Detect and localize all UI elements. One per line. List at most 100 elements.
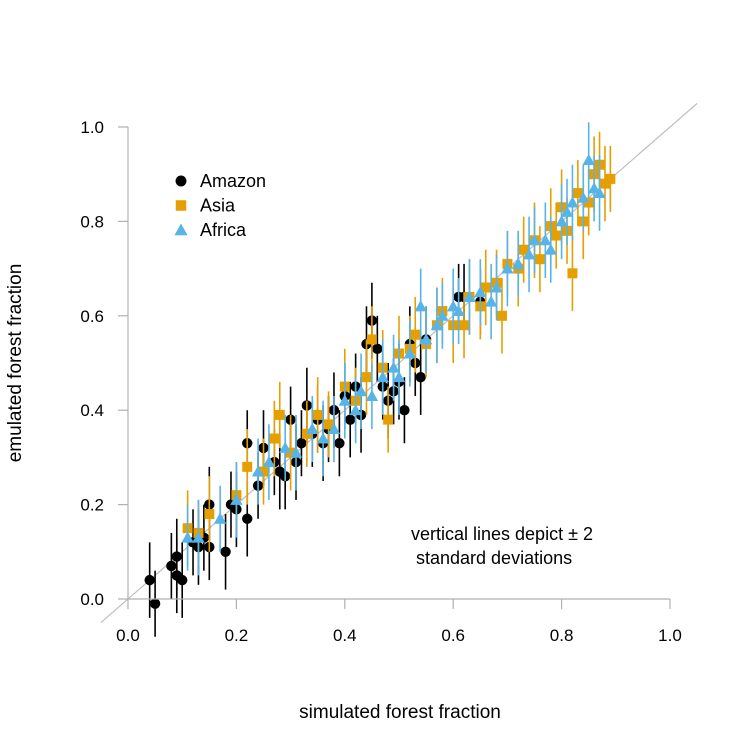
point-africa — [577, 191, 590, 203]
point-asia — [534, 254, 545, 265]
point-asia — [258, 466, 269, 477]
legend-marker-amazon — [175, 175, 187, 187]
point-africa — [181, 531, 194, 543]
point-amazon — [220, 546, 231, 557]
y-tick-label: 0.8 — [80, 212, 104, 231]
point-asia — [518, 244, 529, 255]
x-tick-label: 0.2 — [225, 626, 249, 645]
point-africa — [555, 215, 568, 227]
point-amazon — [177, 574, 188, 586]
point-asia — [274, 409, 285, 420]
point-asia — [361, 372, 372, 383]
legend-marker-asia — [175, 200, 187, 211]
point-amazon — [372, 343, 383, 355]
point-asia — [366, 334, 377, 345]
point-africa — [414, 300, 427, 312]
legend-label-amazon: Amazon — [200, 171, 266, 191]
point-africa — [430, 319, 444, 331]
x-tick-label: 0.0 — [116, 626, 140, 645]
y-tick-label: 0.4 — [80, 401, 104, 420]
point-africa — [522, 248, 536, 260]
y-axis-ticks: 0.0 0.2 0.4 0.6 0.8 1.0 — [80, 118, 128, 609]
point-africa — [484, 295, 498, 307]
point-africa — [501, 262, 514, 274]
point-amazon — [171, 551, 182, 562]
point-asia — [480, 282, 491, 293]
point-africa — [587, 182, 601, 194]
point-africa — [403, 347, 417, 359]
data-points — [144, 122, 616, 637]
point-asia — [204, 509, 215, 520]
y-axis-title: emulated forest fraction — [5, 264, 26, 463]
point-africa — [213, 512, 227, 524]
point-africa — [262, 455, 276, 468]
point-asia — [312, 409, 323, 420]
point-africa — [354, 385, 368, 397]
legend-label-asia: Asia — [200, 196, 236, 216]
point-africa — [452, 304, 465, 317]
point-asia — [383, 414, 394, 425]
point-africa — [490, 281, 503, 293]
point-asia — [269, 433, 280, 444]
point-asia — [551, 230, 562, 241]
point-africa — [289, 446, 303, 458]
legend-label-africa: Africa — [200, 220, 247, 240]
point-africa — [230, 493, 243, 505]
point-africa — [316, 432, 330, 444]
point-amazon — [415, 371, 426, 383]
x-tick-label: 0.8 — [550, 626, 574, 645]
annotation-line-1: vertical lines depict ± 2 — [411, 524, 593, 544]
point-africa — [463, 290, 476, 302]
y-tick-label: 1.0 — [80, 118, 104, 137]
y-tick-label: 0.6 — [80, 307, 104, 326]
point-africa — [447, 300, 460, 312]
point-asia — [323, 419, 334, 430]
point-amazon — [334, 438, 345, 449]
point-africa — [327, 422, 341, 435]
point-africa — [539, 234, 552, 246]
legend: Amazon Asia Africa — [174, 171, 266, 240]
point-amazon — [296, 438, 307, 449]
legend-item-asia: Asia — [175, 196, 236, 216]
point-amazon — [399, 405, 410, 416]
x-axis-title: simulated forest fraction — [299, 702, 501, 723]
point-africa — [376, 370, 389, 383]
legend-item-amazon: Amazon — [175, 171, 266, 191]
point-africa — [512, 257, 525, 269]
point-africa — [387, 361, 400, 373]
point-amazon — [345, 414, 356, 425]
point-asia — [496, 310, 507, 321]
point-africa — [560, 205, 574, 217]
x-tick-label: 1.0 — [658, 626, 682, 645]
point-asia — [242, 461, 253, 472]
point-africa — [349, 404, 362, 416]
legend-marker-africa — [174, 223, 188, 236]
point-africa — [593, 186, 606, 199]
point-africa — [436, 309, 449, 321]
point-africa — [528, 234, 541, 246]
point-asia — [459, 320, 470, 331]
point-asia — [599, 178, 610, 189]
point-africa — [392, 370, 406, 383]
y-tick-label: 0.2 — [80, 496, 104, 515]
legend-item-africa: Africa — [174, 220, 247, 240]
point-africa — [474, 286, 487, 298]
series-amazon — [144, 263, 486, 637]
point-africa — [306, 422, 319, 435]
annotation-line-2: standard deviations — [416, 548, 572, 568]
point-amazon — [166, 560, 177, 572]
point-africa — [582, 153, 595, 165]
x-tick-label: 0.4 — [333, 626, 357, 645]
point-africa — [251, 465, 265, 477]
point-africa — [566, 196, 579, 208]
point-asia — [567, 268, 578, 279]
point-asia — [605, 173, 616, 184]
series-africa — [181, 122, 606, 576]
x-tick-label: 0.6 — [441, 626, 465, 645]
point-africa — [544, 243, 557, 255]
point-africa — [192, 531, 205, 543]
x-axis-ticks: 0.0 0.2 0.4 0.6 0.8 1.0 — [116, 599, 682, 645]
point-africa — [365, 389, 379, 401]
point-amazon — [149, 598, 161, 609]
